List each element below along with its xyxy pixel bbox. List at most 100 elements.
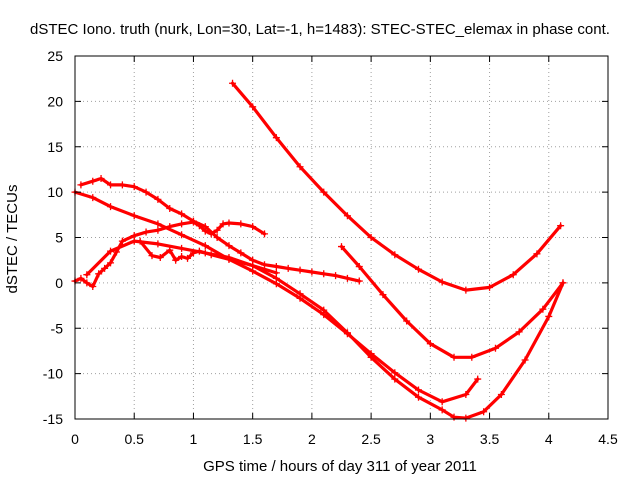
data-point [83, 271, 91, 279]
data-point [509, 271, 517, 279]
data-point [261, 230, 269, 238]
data-point [414, 393, 422, 401]
data-point [559, 279, 567, 287]
data-point [142, 188, 150, 196]
data-point [178, 220, 186, 228]
x-tick-label: 2 [308, 431, 316, 447]
series-1-line [230, 81, 563, 292]
data-point [201, 223, 209, 231]
data-point [89, 194, 97, 202]
data-point [83, 279, 91, 287]
data-point [403, 317, 411, 325]
data-point [89, 177, 97, 185]
y-tick-labels: -15 -10 -5 0 5 10 15 20 25 [43, 48, 63, 427]
data-point [343, 274, 351, 282]
data-point [97, 175, 105, 183]
data-point [237, 220, 245, 228]
series-5 [71, 218, 269, 291]
data-point [462, 390, 470, 398]
data-point [343, 212, 351, 220]
data-point [438, 406, 446, 414]
data-point [249, 103, 257, 111]
data-point [320, 270, 328, 278]
data-point [426, 340, 434, 348]
x-tick-label: 4 [545, 431, 553, 447]
data-point [450, 353, 458, 361]
data-point [249, 262, 257, 270]
data-point [136, 237, 144, 245]
data-point [107, 181, 115, 189]
data-point [320, 306, 328, 314]
data-point [95, 270, 103, 278]
data-point [474, 375, 482, 383]
series-5-line [73, 220, 267, 289]
data-point [154, 195, 162, 203]
data-point [272, 134, 280, 142]
data-point [166, 204, 174, 212]
grid [75, 56, 608, 419]
y-tick-label: 15 [47, 139, 63, 155]
x-tick-labels: 0 0.5 1 1.5 2 2.5 3 3.5 4 4.5 [71, 431, 618, 447]
data-point [497, 390, 505, 398]
x-tick-label: 0.5 [124, 431, 144, 447]
data-point [142, 228, 150, 236]
data-point [284, 264, 292, 272]
data-point [308, 268, 316, 276]
data-point [338, 243, 345, 251]
data-point [533, 250, 541, 258]
data-point [130, 183, 138, 191]
data-point [154, 226, 162, 234]
data-point [156, 253, 164, 261]
data-point [107, 247, 115, 255]
x-tick-label: 3.5 [480, 431, 500, 447]
x-tick-label: 0 [71, 431, 79, 447]
data-point [237, 249, 245, 257]
data-point [130, 232, 138, 240]
data-point [391, 369, 399, 377]
data-point [207, 251, 215, 259]
data-point [166, 223, 174, 231]
data-point [189, 217, 197, 225]
data-point [343, 329, 351, 337]
data-point [148, 252, 156, 260]
data-point [468, 353, 476, 361]
data-point [178, 244, 186, 252]
data-point [172, 256, 180, 264]
data-point [249, 223, 257, 231]
data-point [261, 261, 269, 269]
data-point [166, 246, 174, 254]
data-point [178, 231, 186, 239]
data-point [557, 222, 565, 230]
data-point [539, 305, 547, 313]
data-point [101, 264, 109, 272]
data-series [71, 79, 567, 422]
data-point [515, 328, 523, 336]
data-point [391, 375, 399, 383]
data-point [367, 353, 375, 361]
data-point [229, 79, 237, 87]
data-point [462, 286, 470, 294]
data-point [118, 237, 126, 245]
x-tick-label: 3 [426, 431, 434, 447]
data-point [178, 253, 186, 261]
x-axis-label: GPS time / hours of day 311 of year 2011 [203, 458, 477, 475]
data-point [355, 263, 363, 271]
series-3-line [73, 190, 480, 404]
axis-ticks [74, 55, 609, 420]
data-point [225, 255, 233, 263]
series-7 [136, 237, 280, 277]
data-point [225, 219, 233, 227]
data-point [521, 356, 529, 364]
series-1 [229, 79, 565, 294]
y-tick-label: 5 [55, 230, 63, 246]
data-point [107, 259, 115, 267]
series-2-line [339, 245, 565, 359]
series-4-line [85, 239, 565, 420]
data-point [367, 234, 375, 241]
data-point [491, 344, 499, 352]
data-point [184, 254, 192, 262]
data-point [379, 291, 387, 299]
chart-title: dSTEC Iono. truth (nurk, Lon=30, Lat=-1,… [30, 21, 610, 38]
y-tick-label: 25 [47, 48, 63, 64]
